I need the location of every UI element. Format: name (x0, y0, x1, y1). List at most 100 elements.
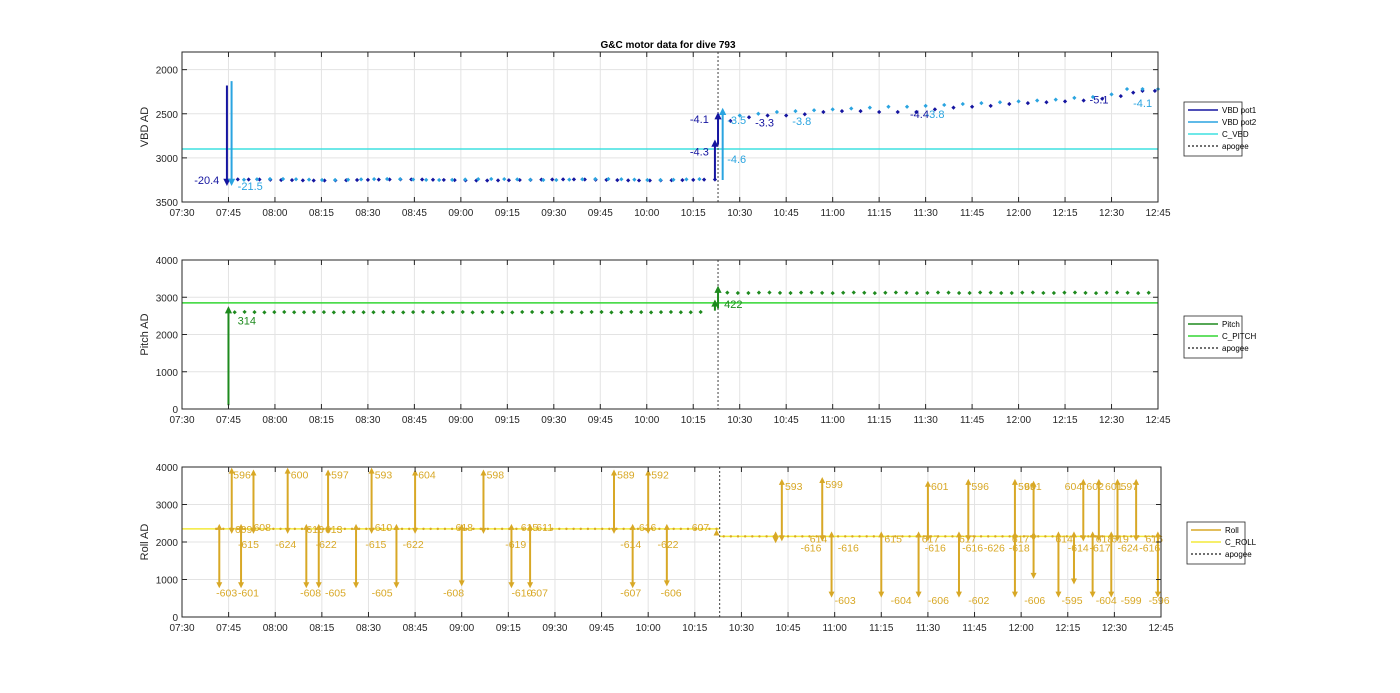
data-point (495, 178, 501, 183)
data-point (351, 309, 356, 315)
data-point (1009, 290, 1014, 296)
data-point (999, 290, 1004, 296)
data-point (250, 527, 254, 531)
data-label: -3.3 (755, 118, 774, 130)
data-label: -604 (1096, 595, 1117, 607)
roll-arrow-head (458, 580, 465, 587)
roll-arrow-head (1089, 531, 1096, 538)
data-label: -610 (511, 588, 532, 600)
data-label: 611 (536, 522, 553, 534)
data-point (429, 527, 432, 531)
data-point (331, 310, 336, 315)
legend-label: C_PITCH (1222, 332, 1256, 341)
data-point (365, 527, 368, 531)
data-point (470, 310, 475, 315)
data-point (743, 535, 747, 538)
roll-arrow-head (1133, 478, 1140, 485)
data-point (698, 309, 703, 315)
roll-arrow-head (1011, 478, 1018, 485)
data-label: -624 (1117, 543, 1138, 555)
data-point (626, 178, 631, 183)
y-axis-label: VBD AD (139, 107, 151, 147)
data-point (1131, 90, 1136, 95)
x-tick-label: 11:45 (962, 623, 987, 634)
data-label: -618 (1009, 543, 1030, 555)
data-point (722, 535, 725, 538)
data-label: 610 (375, 522, 393, 534)
data-point (935, 290, 941, 295)
data-point (1072, 95, 1077, 101)
data-label: -608 (300, 588, 321, 600)
data-label: 617 (1012, 533, 1030, 545)
roll-arrow-head (663, 523, 670, 530)
data-label: 596 (971, 481, 989, 493)
panel-pitch: 314 422 07:30 07:45 08:00 08:15 08:30 08:45 09:0… (139, 256, 1256, 426)
data-point (1101, 535, 1104, 538)
x-tick-label: 10:00 (634, 208, 659, 219)
x-tick-label: 10:15 (681, 415, 706, 426)
data-point (729, 535, 733, 538)
data-point (384, 176, 390, 182)
roll-arrow-head (1080, 478, 1087, 485)
data-point (450, 177, 455, 183)
data-label: -615 (238, 539, 259, 551)
data-point (510, 310, 515, 315)
data-point (1104, 290, 1109, 295)
data-point (354, 177, 360, 183)
data-point (697, 176, 702, 182)
data-point (572, 527, 575, 531)
data-point (265, 527, 268, 531)
data-point (862, 290, 867, 295)
move-arrow-head (711, 299, 719, 307)
legend-label: apogee (1222, 344, 1249, 353)
data-label: -607 (620, 588, 641, 600)
data-label: -608 (443, 588, 464, 600)
x-tick-label: 10:45 (776, 623, 801, 634)
data-point (1029, 535, 1033, 538)
data-label: 604 (1065, 481, 1083, 493)
data-point (972, 535, 976, 538)
data-point (809, 290, 814, 295)
y-tick-label: 2000 (156, 538, 179, 549)
data-label: -603 (216, 588, 237, 600)
data-point (684, 177, 689, 182)
data-point (430, 310, 436, 315)
legend-label: Pitch (1222, 320, 1240, 329)
data-label: -604 (891, 595, 912, 607)
y-tick-label: 0 (172, 405, 178, 416)
roll-arrow-head (828, 591, 835, 598)
data-label: -3.5 (727, 115, 746, 127)
x-tick-label: 10:00 (636, 623, 661, 634)
data-point (1007, 101, 1012, 107)
data-point (822, 535, 825, 538)
data-label: 601 (1105, 481, 1123, 493)
data-point (500, 527, 504, 531)
y-axis-label: Roll AD (139, 524, 151, 561)
data-point (242, 309, 247, 315)
data-point (1144, 535, 1147, 538)
data-point (615, 527, 618, 531)
x-tick-label: 11:30 (916, 623, 941, 634)
data-label: -606 (1024, 595, 1045, 607)
data-point (1083, 290, 1088, 295)
data-point (1022, 535, 1026, 538)
data-point (480, 310, 485, 315)
data-point (965, 535, 968, 538)
data-point (321, 309, 327, 315)
data-label: -615 (365, 539, 386, 551)
data-point (407, 527, 411, 531)
data-point (286, 527, 289, 531)
data-point (1146, 290, 1151, 295)
data-point (252, 310, 257, 315)
data-label: 597 (1121, 481, 1139, 493)
data-point (1016, 99, 1021, 104)
data-point (858, 535, 861, 538)
data-point (936, 535, 940, 538)
data-point (944, 535, 947, 538)
data-point (579, 527, 582, 531)
data-point (1053, 97, 1058, 102)
move-arrow-head (224, 306, 233, 314)
x-tick-label: 11:45 (960, 208, 985, 219)
data-point (879, 535, 883, 538)
data-point (793, 535, 797, 538)
